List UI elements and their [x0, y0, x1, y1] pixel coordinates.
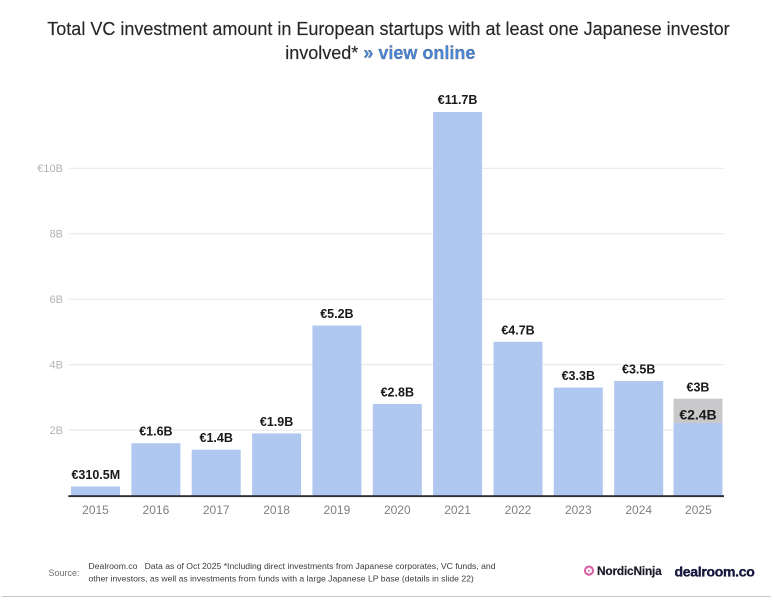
svg-text:€1.4B: €1.4B: [200, 431, 233, 445]
svg-text:€1.6B: €1.6B: [139, 425, 172, 439]
svg-text:Dealroom.co Data as of Oct 2: Dealroom.co Data as of Oct 2025 *Includi…: [89, 561, 496, 571]
svg-text:2020: 2020: [384, 503, 411, 517]
svg-text:8B: 8B: [50, 229, 63, 241]
svg-text:dealroom.co: dealroom.co: [675, 563, 755, 579]
svg-text:2022: 2022: [505, 503, 532, 517]
svg-text:€10B: €10B: [37, 163, 63, 175]
svg-text:€3.5B: €3.5B: [622, 363, 655, 377]
svg-text:2019: 2019: [324, 503, 351, 517]
svg-text:2015: 2015: [82, 503, 109, 517]
svg-text:2016: 2016: [143, 503, 170, 517]
svg-text:2018: 2018: [263, 503, 290, 517]
svg-text:€3B: €3B: [687, 381, 710, 395]
svg-text:€11.7B: €11.7B: [438, 93, 478, 107]
svg-text:2017: 2017: [203, 503, 230, 517]
svg-text:NordicNinja: NordicNinja: [597, 564, 662, 578]
svg-text:€5.2B: €5.2B: [320, 307, 353, 321]
svg-text:other investors, as well as in: other investors, as well as investments …: [89, 574, 474, 584]
svg-text:€2.8B: €2.8B: [381, 385, 414, 399]
svg-text:€310.5M: €310.5M: [71, 468, 120, 482]
svg-text:€3.3B: €3.3B: [562, 369, 595, 383]
svg-text:2024: 2024: [625, 503, 652, 517]
svg-text:Source:: Source:: [49, 568, 80, 578]
svg-text:€1.9B: €1.9B: [260, 415, 293, 429]
svg-text:€4.7B: €4.7B: [501, 323, 534, 337]
svg-text:2021: 2021: [444, 503, 471, 517]
svg-text:€2.4B: €2.4B: [679, 407, 716, 423]
svg-text:2023: 2023: [565, 503, 592, 517]
svg-text:4B: 4B: [50, 360, 63, 372]
svg-text:6B: 6B: [50, 294, 63, 306]
svg-text:2B: 2B: [50, 425, 63, 437]
svg-text:2025: 2025: [685, 503, 712, 517]
